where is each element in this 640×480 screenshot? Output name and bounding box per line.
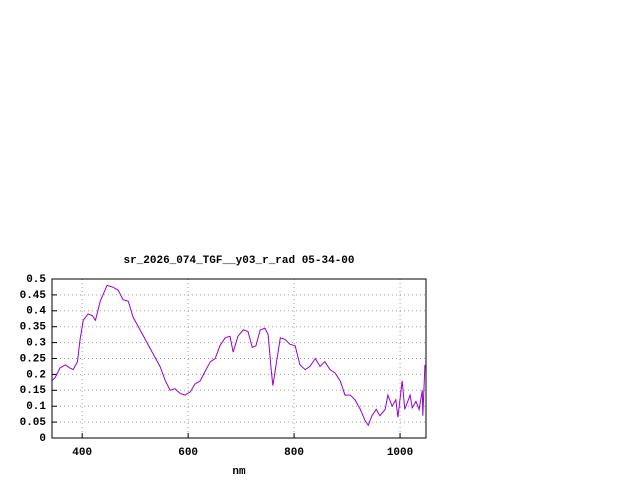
chart-title: sr_2026_074_TGF__y03_r_rad 05-34-00 <box>123 255 354 267</box>
x-tick-label: 600 <box>178 447 198 459</box>
y-tick-label: 0.25 <box>20 353 47 365</box>
y-tick-label: 0.4 <box>26 306 46 318</box>
y-tick-label: 0.3 <box>26 338 46 350</box>
x-tick-label: 800 <box>284 447 304 459</box>
y-tick-label: 0.1 <box>26 401 46 413</box>
y-tick-label: 0.15 <box>20 385 47 397</box>
x-tick-label: 1000 <box>387 447 413 459</box>
data-line <box>51 284 426 427</box>
y-tick-label: 0.5 <box>26 274 46 286</box>
y-tick-label: 0.45 <box>20 290 47 302</box>
y-tick-label: 0 <box>39 433 46 445</box>
x-axis-label: nm <box>232 466 246 478</box>
x-tick-label: 400 <box>72 447 92 459</box>
y-tick-label: 0.2 <box>26 369 46 381</box>
y-tick-label: 0.05 <box>20 417 47 429</box>
plot-frame <box>51 278 427 439</box>
y-tick-label: 0.35 <box>20 322 47 334</box>
